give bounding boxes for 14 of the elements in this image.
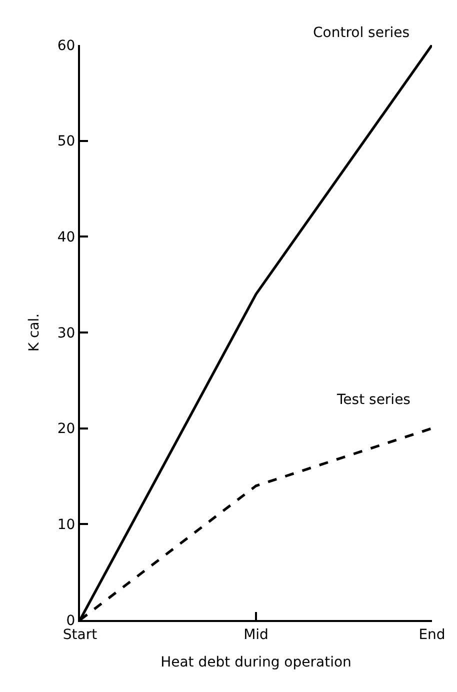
y-axis-title: K cal. [26, 313, 42, 352]
series-label: Control series [313, 25, 410, 41]
x-axis-title: Heat debt during operation [160, 654, 352, 671]
x-tick-label: End [418, 626, 446, 643]
x-tick-label: Mid [244, 626, 268, 643]
y-tick-label: 20 [57, 421, 76, 438]
y-tick-label: 10 [57, 517, 76, 534]
y-tick-label: 40 [57, 230, 76, 246]
y-tick-label: 50 [57, 134, 76, 150]
y-tick-label: 30 [57, 325, 76, 342]
x-tick-label: Start [62, 626, 98, 643]
series-label: Test series [336, 392, 410, 408]
y-tick-label: 0 [66, 612, 76, 629]
y-tick-label: 60 [57, 38, 76, 54]
